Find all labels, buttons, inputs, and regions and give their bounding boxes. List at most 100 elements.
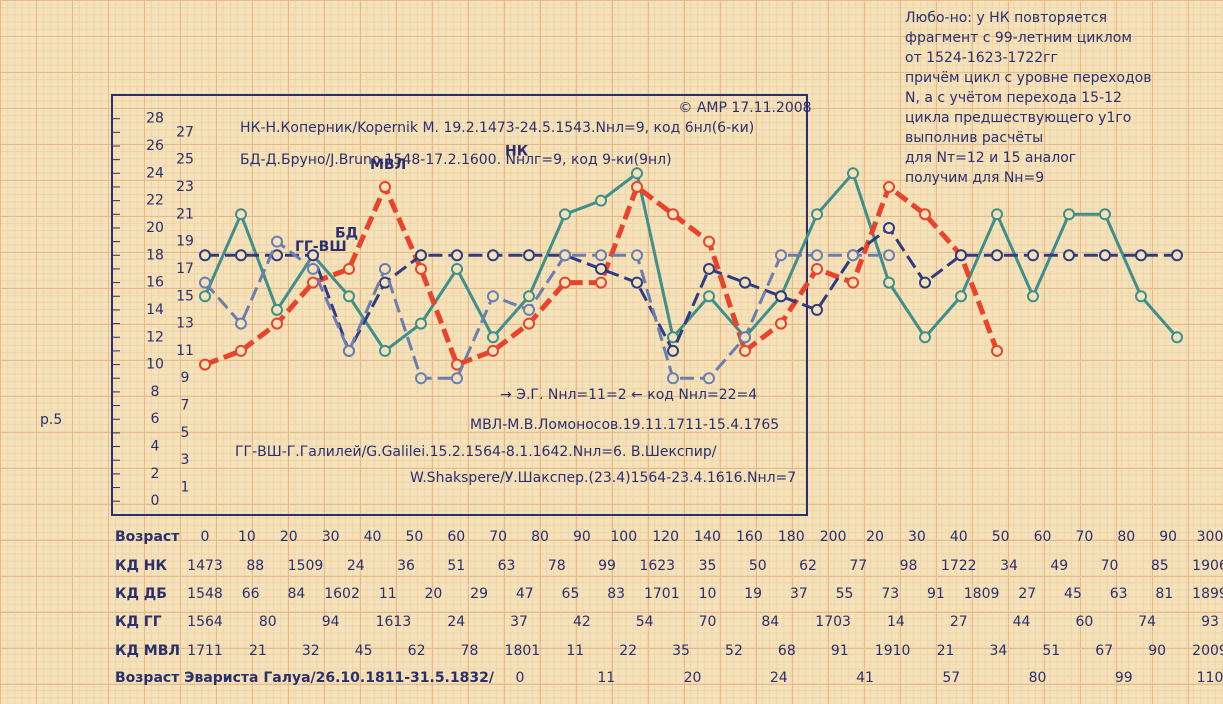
cell: 63 — [1110, 586, 1128, 602]
cell: 36 — [397, 558, 415, 574]
point — [415, 317, 427, 330]
point — [343, 290, 355, 303]
cell: 40 — [364, 529, 382, 545]
point — [379, 344, 391, 357]
cell: 90 — [1159, 529, 1177, 545]
cell: 14 — [887, 614, 905, 630]
cell: 78 — [461, 643, 479, 659]
cell: 57 — [942, 670, 960, 686]
y-tick-label: 21 — [176, 206, 194, 222]
y-tick-label: 13 — [176, 316, 194, 332]
point — [847, 167, 859, 180]
row-label: КД ГГ — [115, 614, 162, 630]
cell: 52 — [725, 643, 743, 659]
point — [559, 249, 571, 262]
point — [415, 249, 427, 262]
stamp: © АМР 17.11.2008 — [678, 100, 811, 116]
cell: 81 — [1155, 586, 1173, 602]
cell: 11 — [566, 643, 584, 659]
point — [955, 290, 967, 303]
point — [991, 344, 1003, 357]
y-tick-label: 7 — [181, 398, 190, 414]
cell: 1722 — [941, 558, 977, 574]
cell: 60 — [1034, 529, 1052, 545]
cell: 88 — [246, 558, 264, 574]
legend-label: БД — [335, 225, 358, 241]
cell: 1910 — [875, 643, 911, 659]
cell: 98 — [900, 558, 918, 574]
cell: 91 — [927, 586, 945, 602]
cell: 22 — [619, 643, 637, 659]
cell: 29 — [470, 586, 488, 602]
point — [235, 317, 247, 330]
cell: 11 — [597, 670, 615, 686]
y-tick-label: 18 — [146, 247, 164, 263]
point — [307, 276, 319, 289]
point — [307, 249, 319, 262]
y-tick-label: 22 — [146, 193, 164, 209]
cell: 51 — [1042, 643, 1060, 659]
cell: 84 — [287, 586, 305, 602]
cell: 100 — [610, 529, 637, 545]
note-text: причём цикл с уровне переходов — [905, 70, 1151, 86]
cell: 42 — [573, 614, 591, 630]
y-tick-label: 19 — [176, 234, 194, 250]
point — [847, 249, 859, 262]
cell: 84 — [761, 614, 779, 630]
cell: 21 — [937, 643, 955, 659]
note-text: для Nт=12 и 15 аналог — [905, 150, 1076, 166]
point — [775, 249, 787, 262]
point — [883, 276, 895, 289]
point — [883, 249, 895, 262]
point — [523, 317, 535, 330]
point — [919, 208, 931, 221]
cell: 73 — [881, 586, 899, 602]
y-tick-label: 6 — [151, 411, 160, 427]
point — [667, 208, 679, 221]
cell: 21 — [249, 643, 267, 659]
point — [1171, 331, 1183, 344]
cell: 67 — [1095, 643, 1113, 659]
cell: 60 — [1075, 614, 1093, 630]
cell: 120 — [652, 529, 679, 545]
cell: 99 — [1115, 670, 1133, 686]
y-tick-label: 2 — [151, 466, 160, 482]
cell: 80 — [259, 614, 277, 630]
note-text: выполнив расчёты — [905, 130, 1043, 146]
point — [559, 208, 571, 221]
point — [487, 249, 499, 262]
cell: 70 — [1075, 529, 1093, 545]
point — [1027, 290, 1039, 303]
y-tick-label: 28 — [146, 111, 164, 127]
y-tick-label: 25 — [176, 152, 194, 168]
point — [703, 235, 715, 248]
cell: 10 — [238, 529, 256, 545]
cell: 80 — [1117, 529, 1135, 545]
point — [379, 180, 391, 193]
cell: 45 — [355, 643, 373, 659]
cell: 0 — [516, 670, 525, 686]
row-label: КД МВЛ — [115, 643, 180, 659]
legend-label: НК — [505, 143, 529, 159]
point — [811, 249, 823, 262]
point — [199, 276, 211, 289]
y-tick-label: 0 — [151, 493, 160, 509]
row-label: Возраст — [115, 529, 180, 545]
y-tick-label: 15 — [176, 288, 194, 304]
info-text: БД-Д.Бруно/J.Bruno.1548-17.2.1600. Nнлг=… — [240, 152, 672, 168]
note-text: p.5 — [40, 412, 62, 428]
point — [235, 249, 247, 262]
point — [523, 290, 535, 303]
cell: 200 — [820, 529, 847, 545]
cell: 47 — [516, 586, 534, 602]
cell: 62 — [408, 643, 426, 659]
cell: 83 — [607, 586, 625, 602]
row-label: Возраст Эвариста Галуа/26.10.1811-31.5.1… — [115, 670, 495, 686]
cell: 1623 — [639, 558, 675, 574]
y-tick-label: 5 — [181, 425, 190, 441]
point — [235, 344, 247, 357]
cell: 1564 — [187, 614, 223, 630]
point — [595, 276, 607, 289]
note-text: цикла предшествующего у1го — [905, 110, 1131, 126]
point — [199, 249, 211, 262]
